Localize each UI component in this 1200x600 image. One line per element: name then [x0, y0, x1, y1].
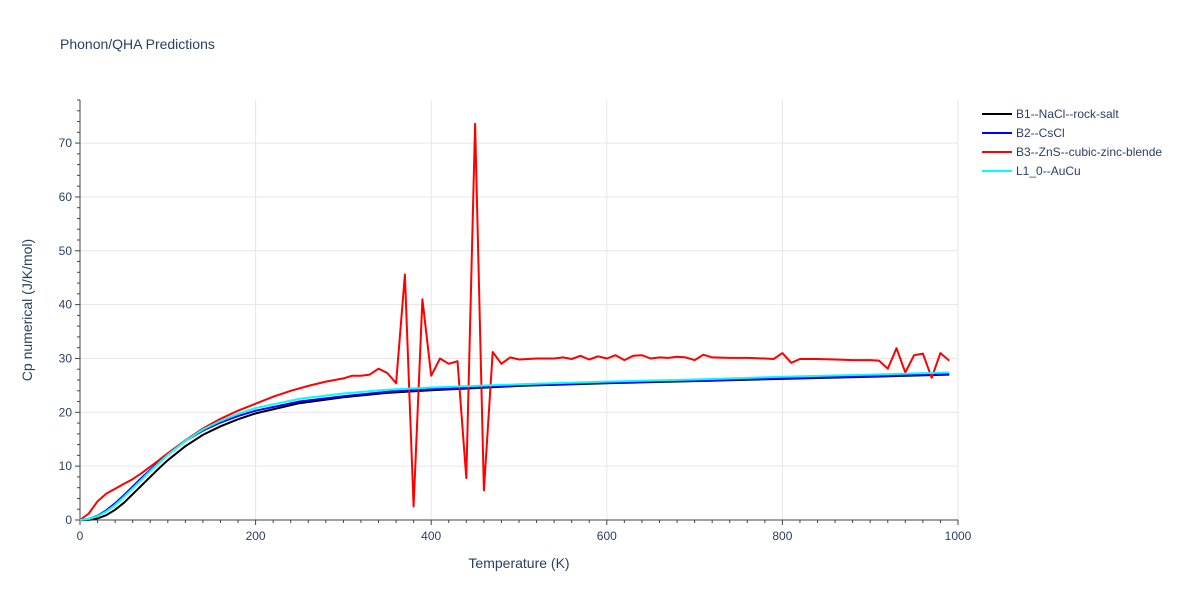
- y-tick-label: 40: [59, 298, 73, 312]
- y-tick-label: 10: [59, 459, 73, 473]
- chart-title: Phonon/QHA Predictions: [60, 36, 215, 52]
- y-tick-label: 20: [59, 405, 73, 419]
- legend-label: L1_0--AuCu: [1016, 164, 1081, 178]
- grid-layer: [80, 100, 959, 520]
- series-line-b2-cscl: [79, 373, 950, 521]
- series-line-l1-0-aucu: [79, 371, 950, 521]
- x-tick-label: 600: [597, 529, 617, 543]
- y-axis-title: Cp numerical (J/K/mol): [19, 239, 35, 381]
- y-tick-label: 60: [59, 190, 73, 204]
- x-tick-label: 0: [77, 529, 84, 543]
- series-layer: [79, 122, 950, 521]
- x-tick-label: 1000: [945, 529, 972, 543]
- legend: B1--NaCl--rock-salt B2--CsCl B3--ZnS--cubi…: [982, 107, 1162, 178]
- y-tick-label: 50: [59, 244, 73, 258]
- x-tick-label: 800: [772, 529, 792, 543]
- axis-layer: 0 200 400 600 800 1000 0 10 20 30 40 50 60 70: [59, 99, 972, 543]
- x-tick-label: 400: [421, 529, 441, 543]
- legend-label: B2--CsCl: [1016, 126, 1065, 140]
- y-tick-label: 70: [59, 136, 73, 150]
- series-line-b1-nacl-rock-salt: [79, 373, 950, 521]
- y-tick-label: 30: [59, 351, 73, 365]
- legend-label: B3--ZnS--cubic-zinc-blende: [1016, 145, 1162, 159]
- series-line-b3-zns-cubic-zinc-blende: [79, 122, 950, 521]
- legend-label: B1--NaCl--rock-salt: [1016, 107, 1119, 121]
- x-tick-label: 200: [246, 529, 266, 543]
- y-tick-label: 0: [65, 513, 72, 527]
- x-axis-title: Temperature (K): [468, 555, 569, 571]
